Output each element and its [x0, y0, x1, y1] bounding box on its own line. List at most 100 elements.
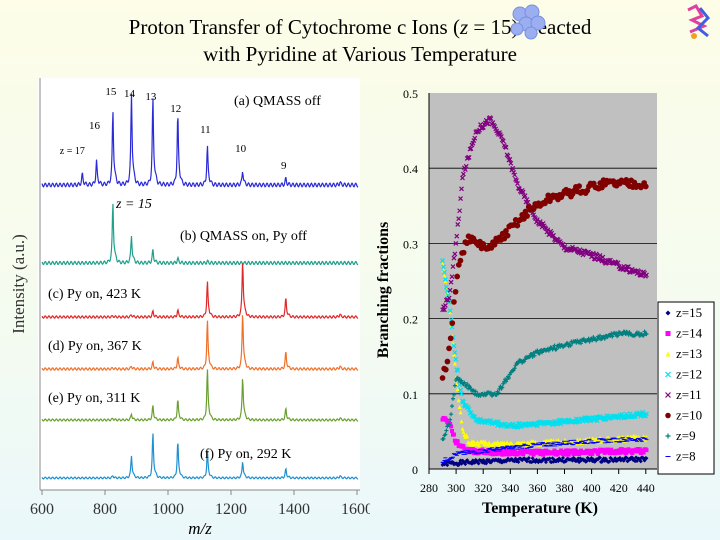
marker	[581, 336, 586, 341]
legend-label: z=13	[676, 346, 702, 361]
marker	[620, 450, 625, 455]
marker	[622, 414, 628, 420]
marker	[460, 249, 467, 256]
marker	[607, 459, 612, 464]
marker	[617, 450, 622, 455]
marker	[473, 389, 478, 394]
marker	[534, 423, 540, 429]
marker	[455, 368, 461, 374]
marker	[457, 405, 462, 410]
marker	[644, 411, 649, 417]
marker	[524, 213, 530, 219]
marker	[459, 391, 464, 397]
series-z=10	[439, 177, 649, 381]
marker	[496, 391, 501, 396]
marker	[442, 269, 447, 275]
marker	[644, 332, 649, 337]
marker	[458, 196, 463, 201]
marker	[479, 458, 484, 463]
marker	[449, 274, 455, 280]
trace-label: (f) Py on, 292 K	[200, 447, 291, 462]
marker	[488, 390, 493, 395]
marker	[591, 457, 596, 462]
marker	[515, 425, 520, 430]
marker	[457, 257, 464, 264]
marker	[448, 279, 454, 285]
legend	[657, 301, 715, 475]
marker	[623, 177, 630, 183]
marker	[465, 155, 471, 160]
legend-label: z=10	[676, 408, 702, 423]
marker	[443, 284, 449, 290]
marker	[586, 415, 592, 421]
x-tick-label: 420	[610, 481, 628, 495]
marker	[476, 461, 481, 466]
marker	[486, 442, 491, 447]
marker	[466, 155, 472, 160]
marker	[455, 221, 461, 227]
marker	[444, 358, 451, 365]
marker	[517, 451, 522, 456]
marker	[503, 227, 509, 234]
marker	[551, 233, 556, 238]
marker	[566, 452, 571, 457]
x-tick-label: 800	[93, 501, 117, 518]
marker	[466, 406, 472, 412]
marker	[510, 165, 516, 171]
peak-label: 10	[235, 143, 247, 155]
marker	[444, 428, 449, 433]
y-tick-label: 0.1	[403, 388, 418, 402]
marker	[489, 459, 494, 464]
marker	[504, 448, 509, 453]
marker	[463, 462, 468, 467]
x-tick-label: 380	[556, 481, 574, 495]
marker	[465, 434, 470, 439]
legend-label: z=14	[676, 326, 703, 341]
marker	[449, 324, 455, 330]
marker	[644, 272, 649, 278]
marker	[522, 208, 529, 215]
y-axis-label: Branching fractions	[375, 222, 392, 358]
marker	[442, 277, 448, 282]
marker	[451, 352, 456, 357]
marker	[638, 450, 643, 455]
marker	[612, 458, 617, 463]
marker	[452, 361, 457, 366]
marker	[559, 448, 564, 453]
marker	[520, 189, 526, 195]
marker	[522, 193, 528, 199]
marker	[590, 451, 595, 456]
spectrum-trace	[41, 369, 359, 422]
marker	[449, 424, 454, 429]
x-tick-label: 340	[501, 481, 519, 495]
marker	[459, 419, 464, 424]
marker	[578, 456, 583, 461]
marker	[454, 273, 461, 280]
marker	[500, 385, 505, 390]
x-tick-label: 600	[30, 501, 54, 518]
marker	[443, 432, 448, 437]
marker	[516, 459, 521, 464]
marker	[481, 458, 486, 463]
marker	[462, 460, 467, 465]
marker	[561, 455, 566, 460]
marker	[500, 138, 506, 144]
marker	[448, 417, 453, 422]
marker	[505, 153, 511, 159]
y-tick-label: 0	[412, 463, 418, 477]
marker	[442, 307, 447, 313]
marker	[485, 457, 490, 462]
marker	[477, 443, 482, 448]
marker	[439, 375, 446, 381]
marker	[460, 171, 466, 177]
marker	[475, 440, 480, 445]
marker	[452, 288, 459, 295]
marker	[542, 457, 547, 462]
marker	[451, 343, 457, 349]
marker	[665, 331, 671, 336]
marker	[568, 343, 573, 348]
marker	[547, 456, 552, 461]
series-z=9	[440, 329, 649, 442]
marker	[441, 268, 446, 273]
marker	[540, 458, 545, 463]
